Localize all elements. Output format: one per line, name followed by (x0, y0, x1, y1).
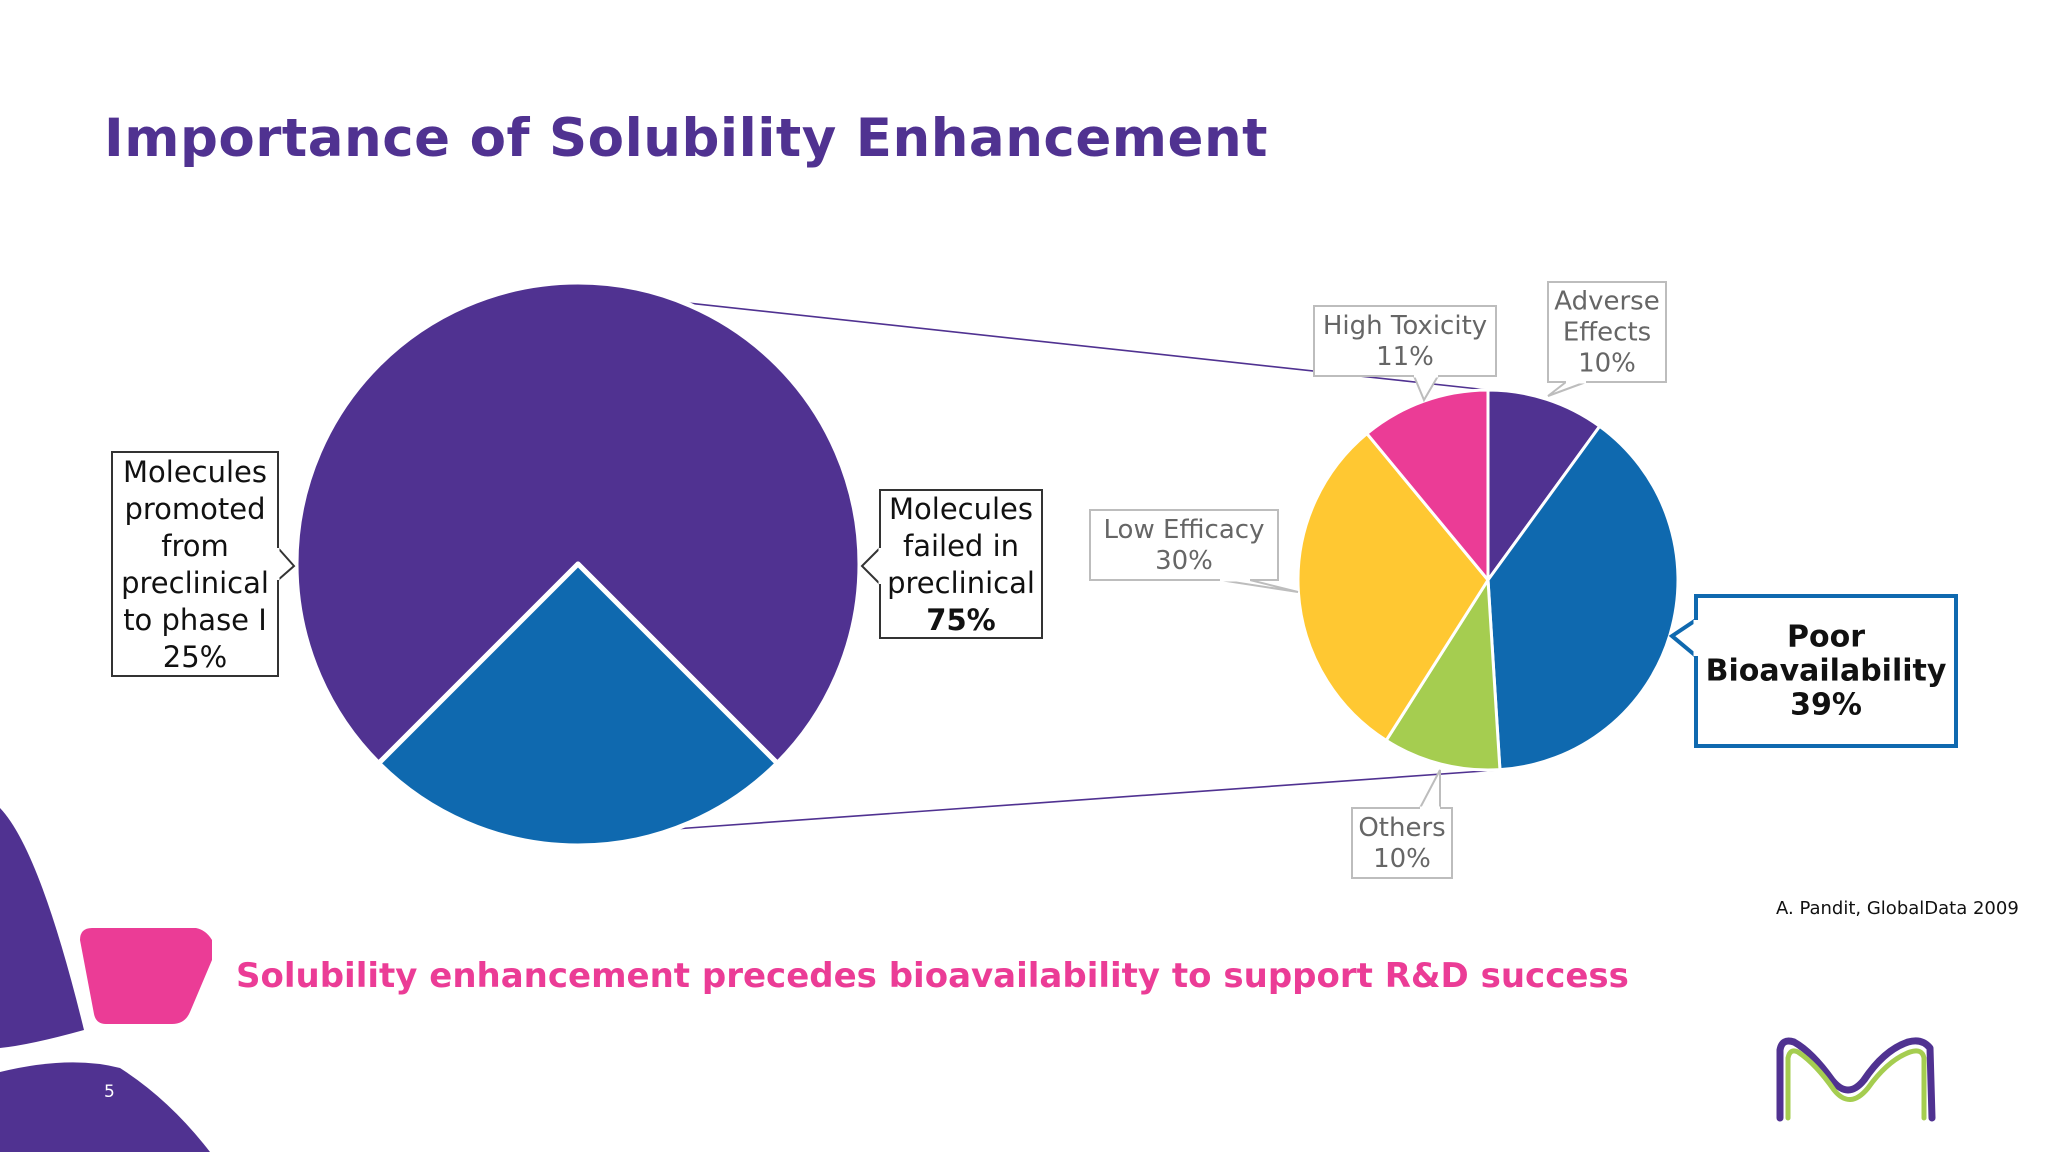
callout-poor-bioavailability-line: Bioavailability (1706, 654, 1947, 689)
callout-molecules-promoted-value: 25% (163, 640, 227, 674)
callout-poor-bioavailability-line: Poor (1787, 620, 1865, 655)
callout-molecules-failed-line: preclinical (887, 566, 1035, 600)
callout-others-pointer (1419, 769, 1441, 809)
callout-high-toxicity-box (1313, 305, 1497, 377)
callout-adverse-effects-value: 10% (1578, 349, 1636, 379)
callout-poor-bioavailability-pointer (1668, 618, 1698, 658)
callout-molecules-promoted-line: preclinical (121, 566, 269, 600)
pie-slice-molecules-promoted-from-preclinical-to-phase-i (376, 561, 780, 849)
callout-high-toxicity-value: 11% (1376, 342, 1434, 372)
callout-molecules-failed-line: Molecules (889, 492, 1033, 526)
pie-slice-low-efficacy (1296, 432, 1490, 742)
callout-poor-bioavailability-box (1694, 594, 1958, 748)
callout-adverse-effects-box (1547, 281, 1667, 383)
pie-slice-molecules-failed-in-preclinical (293, 279, 863, 766)
callout-others-line: Others (1358, 813, 1445, 843)
callout-molecules-promoted-line: Molecules (123, 455, 267, 489)
callout-molecules-failed-box (879, 489, 1043, 639)
callout-molecules-failed-pointer (860, 547, 881, 585)
purple-corner-shape (0, 1062, 210, 1152)
callout-molecules-promoted-pointer (277, 547, 296, 581)
callout-low-efficacy-line: Low Efficacy (1104, 515, 1265, 545)
pie-slice-others (1384, 578, 1502, 772)
page-number: 5 (104, 1082, 115, 1102)
callout-molecules-promoted-line: from (161, 529, 229, 563)
callout-others-value: 10% (1373, 844, 1431, 874)
callout-low-efficacy-pointer (1219, 579, 1299, 593)
callout-adverse-effects-line: Adverse (1554, 287, 1659, 317)
pie-slice-adverse-effects (1486, 388, 1602, 582)
callout-adverse-effects-line: Effects (1563, 318, 1651, 348)
callout-molecules-promoted-line: to phase I (123, 603, 267, 637)
tagline: Solubility enhancement precedes bioavail… (236, 956, 1629, 996)
callout-poor-bioavailability-value: 39% (1790, 688, 1862, 723)
callout-low-efficacy-box (1089, 509, 1279, 581)
callout-adverse-effects-pointer (1547, 381, 1587, 397)
purple-leaf-shape (0, 808, 84, 1048)
callout-molecules-failed-line: failed in (903, 529, 1019, 563)
callout-high-toxicity-pointer (1413, 375, 1439, 403)
merck-m-logo-icon (1776, 1037, 1936, 1122)
pink-hexagon-shape (80, 928, 212, 1024)
page-title: Importance of Solubility Enhancement (104, 108, 1269, 169)
callout-low-efficacy-value: 30% (1155, 546, 1213, 576)
connector-line-bottom (674, 769, 1499, 830)
callout-molecules-failed-value: 75% (926, 603, 995, 637)
callout-high-toxicity-line: High Toxicity (1323, 311, 1487, 341)
source-citation: A. Pandit, GlobalData 2009 (1776, 898, 2019, 919)
callout-molecules-promoted-line: promoted (124, 492, 265, 526)
callout-others-box (1351, 807, 1453, 879)
pie-slice-poor-bioavailability (1486, 424, 1680, 772)
